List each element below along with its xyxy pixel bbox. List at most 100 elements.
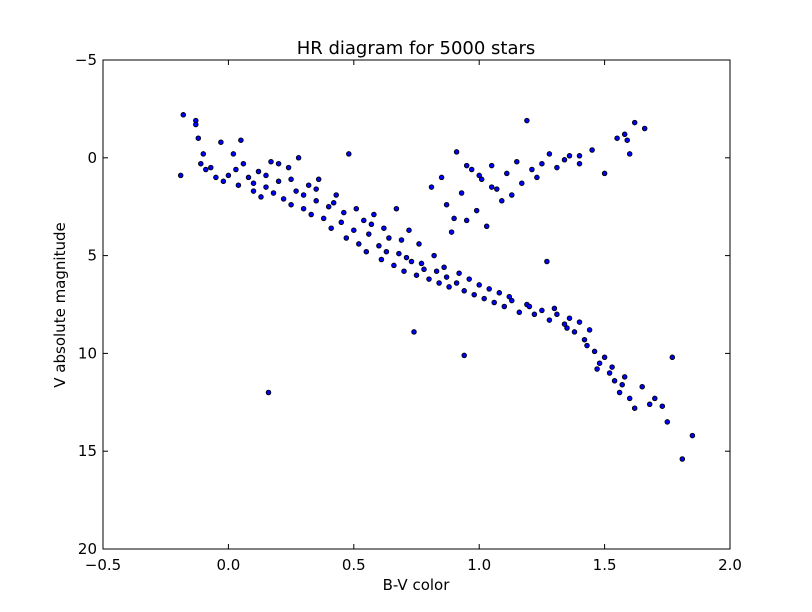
star-point xyxy=(509,192,515,198)
star-point xyxy=(398,237,405,243)
star-point xyxy=(263,184,269,190)
star-point xyxy=(473,207,480,214)
star-point xyxy=(426,276,432,282)
star-point xyxy=(544,258,550,265)
star-point xyxy=(461,288,467,294)
star-point xyxy=(393,205,400,212)
star-point xyxy=(431,252,437,259)
star-point xyxy=(428,184,435,190)
star-point xyxy=(476,172,482,179)
star-point xyxy=(391,262,397,269)
star-point xyxy=(626,151,633,157)
star-point xyxy=(396,250,402,257)
star-point xyxy=(506,293,513,300)
y-tick-label: 15 xyxy=(78,442,97,460)
star-point xyxy=(416,241,422,247)
star-point xyxy=(689,432,696,439)
star-point xyxy=(401,268,407,274)
star-point xyxy=(275,178,282,185)
star-point xyxy=(576,319,583,325)
x-tick-label: 2.0 xyxy=(718,556,742,574)
star-point xyxy=(193,121,199,128)
star-point xyxy=(446,284,452,290)
star-point xyxy=(421,266,427,273)
star-point xyxy=(346,151,352,157)
star-point xyxy=(504,170,510,177)
star-point xyxy=(519,180,525,186)
star-point xyxy=(539,307,545,314)
star-point xyxy=(609,364,615,370)
star-point xyxy=(639,383,645,390)
star-point xyxy=(203,166,209,173)
star-point xyxy=(526,303,533,310)
x-tick-label: 0.0 xyxy=(216,556,240,574)
star-point xyxy=(576,160,583,167)
star-point xyxy=(631,405,638,411)
star-point xyxy=(376,243,382,249)
y-tick-label: −5 xyxy=(75,51,97,69)
star-point xyxy=(300,192,307,198)
star-point xyxy=(468,166,475,173)
star-point xyxy=(496,290,503,296)
star-point xyxy=(343,235,350,241)
star-point xyxy=(641,125,648,132)
star-point xyxy=(438,174,445,181)
star-point xyxy=(571,329,578,335)
star-point xyxy=(325,203,332,210)
star-point xyxy=(413,272,420,278)
star-point xyxy=(456,270,462,276)
star-point xyxy=(235,182,242,188)
x-tick-label: 1.0 xyxy=(467,556,491,574)
scatter-points xyxy=(177,112,696,462)
star-point xyxy=(584,342,590,349)
star-point xyxy=(539,160,545,167)
star-point xyxy=(669,354,676,361)
y-tick-label: 10 xyxy=(78,344,97,362)
star-point xyxy=(646,401,653,408)
star-point xyxy=(195,135,202,141)
star-point xyxy=(466,276,472,282)
chart-title: HR diagram for 5000 stars xyxy=(297,38,536,59)
star-point xyxy=(263,172,269,179)
star-point xyxy=(320,215,327,222)
star-point xyxy=(652,395,658,402)
star-point xyxy=(198,160,204,167)
star-point xyxy=(288,176,294,183)
star-point xyxy=(483,223,490,230)
star-point xyxy=(275,160,282,167)
star-point xyxy=(351,227,357,233)
star-point xyxy=(619,381,625,388)
star-point xyxy=(233,166,239,173)
star-point xyxy=(488,184,495,190)
star-point xyxy=(238,137,244,143)
star-point xyxy=(481,295,487,302)
x-tick-label: 0.5 xyxy=(342,556,366,574)
star-point xyxy=(295,155,302,161)
star-point xyxy=(300,205,307,212)
y-tick-label: 5 xyxy=(87,247,97,265)
star-point xyxy=(534,174,540,181)
star-point xyxy=(589,147,595,153)
star-point xyxy=(621,374,628,380)
star-point xyxy=(255,168,262,175)
star-point xyxy=(576,153,583,159)
x-tick-label: 1.5 xyxy=(593,556,617,574)
star-point xyxy=(476,282,482,288)
star-point xyxy=(356,241,362,247)
star-point xyxy=(270,190,277,196)
star-point xyxy=(659,403,666,409)
star-point xyxy=(333,192,339,198)
star-point xyxy=(616,389,623,396)
x-axis-ticks: −0.5 0.0 0.5 1.0 1.5 2.0 xyxy=(85,60,742,574)
star-point xyxy=(566,153,573,159)
star-point xyxy=(463,162,470,169)
star-point xyxy=(501,303,508,310)
star-point xyxy=(250,188,257,194)
star-point xyxy=(386,235,392,241)
star-point xyxy=(581,336,588,343)
star-point xyxy=(624,137,630,143)
star-point xyxy=(328,225,334,231)
star-point xyxy=(448,229,455,235)
star-point xyxy=(315,176,322,183)
